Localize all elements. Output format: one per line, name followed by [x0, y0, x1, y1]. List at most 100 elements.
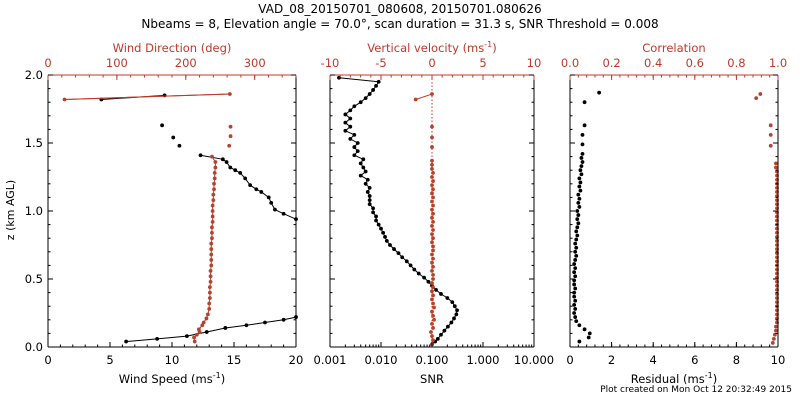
bottom-axis-point — [355, 141, 360, 145]
bottom-axis-point — [371, 88, 375, 92]
top-axis-point — [430, 252, 434, 257]
top-axis-point — [430, 124, 434, 129]
top-series-connector — [64, 93, 230, 100]
bottom-axis-point — [371, 206, 375, 211]
top-tick-label: 0.2 — [602, 56, 620, 70]
top-axis-point — [210, 225, 214, 230]
bottom-axis-point — [379, 226, 383, 231]
bottom-axis-point — [412, 267, 417, 272]
bottom-axis-point — [439, 332, 443, 337]
top-tick-label: 0.6 — [686, 56, 704, 70]
top-axis-point — [431, 326, 435, 330]
bottom-axis-point — [223, 326, 228, 330]
bottom-axis-point — [580, 132, 585, 137]
y-axis-label: z (km AGL) — [4, 180, 17, 240]
top-tick-label: -5 — [375, 56, 386, 70]
bottom-axis-point — [408, 263, 413, 268]
bottom-axis-point — [452, 304, 457, 309]
bottom-axis-point — [435, 336, 440, 341]
bottom-axis-point — [580, 142, 585, 147]
top-axis-point — [430, 224, 434, 228]
bottom-axis-point — [454, 312, 459, 317]
top-axis-point — [431, 171, 435, 175]
snr-panel: 0.001 0.010 0.100 1.000 10.000 SNR -10 -5 0 5 10 Ve… — [314, 40, 555, 386]
top-axis-point — [758, 92, 763, 96]
bottom-axis-point — [586, 335, 591, 340]
bottom-axis-point — [582, 327, 587, 332]
top-axis-point — [431, 244, 435, 249]
top-axis-point — [210, 230, 214, 235]
bottom-axis-point — [355, 149, 360, 154]
bottom-axis-point — [155, 336, 160, 341]
top-axis-point — [208, 268, 213, 273]
bottom-axis-point — [573, 274, 578, 279]
top-axis-point — [430, 268, 434, 273]
bottom-axis-point — [426, 279, 431, 284]
bottom-axis-point — [422, 275, 426, 280]
series-segment — [225, 324, 247, 329]
bottom-axis-label: Residual (ms-1) — [631, 371, 717, 386]
bottom-axis-point — [577, 196, 582, 201]
top-axis-point — [431, 187, 435, 192]
bottom-axis-point — [439, 292, 443, 296]
top-axis-point — [754, 96, 759, 101]
bottom-axis-point — [587, 331, 592, 336]
bottom-axis-point — [361, 157, 366, 162]
bottom-axis-label: Wind Speed (ms-1) — [119, 371, 225, 386]
top-axis-point — [194, 332, 199, 337]
top-axis-point — [774, 328, 778, 333]
plot-credit: Plot created on Mon Oct 12 20:32:49 2015 — [600, 385, 792, 395]
bottom-axis-point — [358, 173, 363, 178]
bottom-axis-point — [575, 209, 580, 213]
bottom-axis-point — [352, 132, 357, 137]
bottom-axis-point — [228, 165, 233, 170]
bottom-axis-point — [273, 207, 277, 212]
bottom-tick-label: 2 — [608, 353, 615, 367]
top-axis-point — [430, 166, 434, 171]
bottom-axis-point — [434, 287, 438, 292]
bottom-axis-point — [343, 112, 348, 117]
bottom-axis-point — [374, 218, 378, 223]
bottom-axis-point — [577, 205, 582, 209]
top-axis-point — [430, 183, 434, 188]
bottom-axis-point — [416, 271, 421, 276]
bottom-axis-point — [576, 200, 581, 205]
bottom-axis-point — [573, 298, 578, 303]
bottom-axis-point — [576, 213, 581, 217]
top-axis-point — [207, 296, 212, 300]
bottom-axis-point — [233, 168, 238, 173]
top-axis-point — [201, 320, 206, 325]
bottom-axis-point — [577, 184, 582, 189]
bottom-axis-point — [572, 262, 577, 266]
bottom-axis-point — [198, 153, 203, 158]
top-axis-point — [228, 134, 233, 139]
top-tick-label: 200 — [175, 56, 197, 70]
bottom-axis-point — [361, 165, 366, 170]
bottom-tick-label: 0.001 — [314, 353, 347, 367]
top-axis-point — [209, 258, 214, 262]
bottom-axis-point — [376, 79, 381, 84]
bottom-axis-point — [578, 168, 583, 173]
bottom-axis-point — [572, 290, 577, 295]
bottom-axis-point — [177, 143, 182, 148]
bottom-tick-label: 10.000 — [514, 353, 554, 367]
bottom-axis-point — [582, 123, 587, 128]
bottom-axis-point — [269, 200, 274, 205]
top-axis-point — [431, 219, 435, 224]
bottom-axis-point — [574, 253, 579, 258]
top-axis-point — [430, 199, 434, 204]
bottom-axis-point — [224, 160, 229, 164]
top-axis-point — [207, 285, 212, 290]
bottom-axis-point — [572, 282, 577, 287]
top-tick-label: 0.4 — [644, 56, 662, 70]
bottom-tick-label: 10 — [771, 353, 786, 367]
top-axis-point — [212, 171, 217, 175]
bottom-axis-point — [573, 241, 578, 246]
bottom-axis-point — [452, 316, 456, 321]
series-segment — [283, 213, 297, 220]
bottom-axis-point — [204, 330, 209, 334]
bottom-axis-point — [574, 319, 579, 324]
top-axis-point — [192, 335, 196, 340]
bottom-axis-point — [578, 180, 583, 185]
top-tick-label: 5 — [479, 56, 486, 70]
